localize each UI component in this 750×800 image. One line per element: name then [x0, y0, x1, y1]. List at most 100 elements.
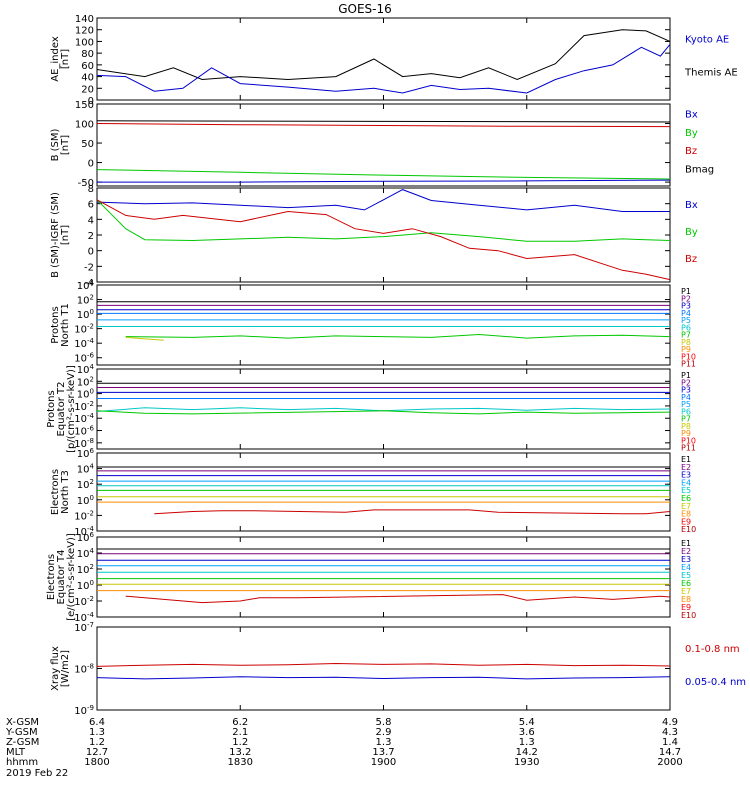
legend-e9: E9 — [681, 517, 691, 526]
y-axis-label: Electrons — [50, 469, 61, 515]
row-value: 1.2 — [232, 737, 248, 748]
legend-by: By — [685, 227, 698, 238]
y-tick-label: 100 — [77, 579, 94, 592]
y-tick-label: 10-4 — [74, 525, 94, 538]
row-value: 1.3 — [519, 737, 535, 748]
row-value: 1930 — [514, 757, 539, 768]
series-line-p7 — [125, 333, 671, 339]
y-tick-label: 0 — [88, 159, 94, 170]
legend-p3: P3 — [681, 386, 691, 395]
legend-p10: P10 — [681, 436, 696, 445]
legend-p2: P2 — [681, 294, 691, 303]
y-axis-label: [W/m2] — [60, 650, 71, 687]
y-tick-label: 140 — [75, 14, 94, 25]
y-tick-label: 10-2 — [74, 323, 94, 336]
plot-title: GOES-16 — [338, 2, 392, 16]
row-label-hhmm: hhmm — [6, 757, 38, 768]
y-tick-label: 6 — [88, 200, 94, 211]
series-line-e9 — [125, 594, 671, 604]
legend-e3: E3 — [681, 555, 691, 564]
y-axis-label: [p/(cm²-s-sr-keV)] — [66, 365, 77, 453]
panel-8: 10-7 10-8 10-9 Xray flux [W/m2] 0.1-0.8 nm 0.0… — [50, 621, 746, 717]
row-value: 14.2 — [516, 747, 538, 758]
row-label-z-gsm: Z-GSM — [6, 737, 39, 748]
row-value: 6.4 — [89, 717, 105, 728]
legend-kyoto-ae: Kyoto AE — [685, 35, 729, 46]
y-tick-label: 0 — [88, 96, 94, 107]
series-line-themis-ae — [96, 29, 671, 81]
y-tick-label: 10-4 — [74, 337, 94, 350]
legend-e6: E6 — [681, 579, 691, 588]
legend-0-1-0-8-nm: 0.1-0.8 nm — [685, 644, 740, 655]
legend-p6: P6 — [681, 323, 691, 332]
legend-bz: Bz — [685, 146, 697, 157]
y-tick-label: 100 — [75, 37, 94, 48]
row-value: 3.6 — [519, 727, 535, 738]
legend-0-05-0-4-nm: 0.05-0.4 nm — [685, 677, 746, 688]
series-line-e9 — [154, 509, 671, 515]
legend-p1: P1 — [681, 371, 691, 380]
row-value: 1.3 — [89, 727, 105, 738]
y-axis-label: North T3 — [60, 470, 71, 514]
row-value: 5.4 — [519, 717, 535, 728]
legend-e2: E2 — [681, 463, 691, 472]
row-value: 14.7 — [659, 747, 681, 758]
legend-p1: P1 — [681, 287, 691, 296]
y-tick-label: 104 — [77, 279, 95, 292]
row-value: 1.2 — [89, 737, 105, 748]
y-tick-label: 104 — [77, 363, 95, 376]
y-tick-label: -2 — [84, 262, 94, 273]
series-line-bz — [96, 123, 671, 128]
legend-p6: P6 — [681, 407, 691, 416]
panel-frame — [96, 626, 671, 711]
y-tick-label: 10-6 — [74, 352, 94, 365]
panel-frame — [96, 284, 671, 366]
legend-bx: Bx — [685, 110, 698, 121]
row-value: 13.2 — [229, 747, 251, 758]
legend-e10: E10 — [681, 525, 696, 534]
y-tick-label: 100 — [77, 494, 94, 507]
legend-p8: P8 — [681, 422, 691, 431]
y-tick-label: 80 — [81, 49, 94, 60]
y-tick-label: 10-6 — [74, 425, 94, 438]
y-axis-label: Xray flux — [50, 646, 61, 691]
legend-e2: E2 — [681, 547, 691, 556]
legend-e8: E8 — [681, 595, 691, 604]
series-line-bz — [96, 199, 671, 281]
legend-e4: E4 — [681, 563, 691, 572]
y-tick-label: 106 — [77, 447, 95, 460]
y-tick-label: 100 — [77, 308, 94, 321]
y-axis-label: Protons — [50, 306, 61, 343]
row-label-y-gsm: Y-GSM — [5, 727, 38, 738]
y-axis-label: B (SM) — [50, 128, 61, 161]
legend-e4: E4 — [681, 478, 691, 487]
series-line-0-05-0-4-nm — [96, 676, 671, 680]
y-tick-label: 104 — [77, 463, 95, 476]
y-tick-label: 10-7 — [74, 621, 94, 634]
legend-e3: E3 — [681, 471, 691, 480]
y-tick-label: 120 — [75, 26, 94, 37]
legend-e9: E9 — [681, 603, 691, 612]
panel-frame — [96, 187, 671, 283]
legend-p11: P11 — [681, 444, 696, 453]
legend-e7: E7 — [681, 587, 691, 596]
row-label-mlt: MLT — [6, 747, 26, 758]
legend-e5: E5 — [681, 486, 691, 495]
y-axis-label: [nT] — [60, 225, 71, 245]
row-value: 2.9 — [376, 727, 392, 738]
legend-themis-ae: Themis AE — [684, 67, 738, 78]
legend-p5: P5 — [681, 400, 691, 409]
y-tick-label: 10-8 — [74, 437, 94, 450]
series-line-bx — [97, 179, 671, 183]
y-tick-label: 102 — [77, 478, 94, 491]
legend-p5: P5 — [681, 316, 691, 325]
y-axis-label: [e/(cm²-s-sr-keV)] — [66, 533, 77, 621]
y-tick-label: 10-8 — [74, 663, 94, 676]
y-tick-label: 100 — [75, 120, 94, 131]
panel-7: 106 104 102 100 10-2 10-4 Electrons Equator T4[… — [46, 531, 696, 624]
